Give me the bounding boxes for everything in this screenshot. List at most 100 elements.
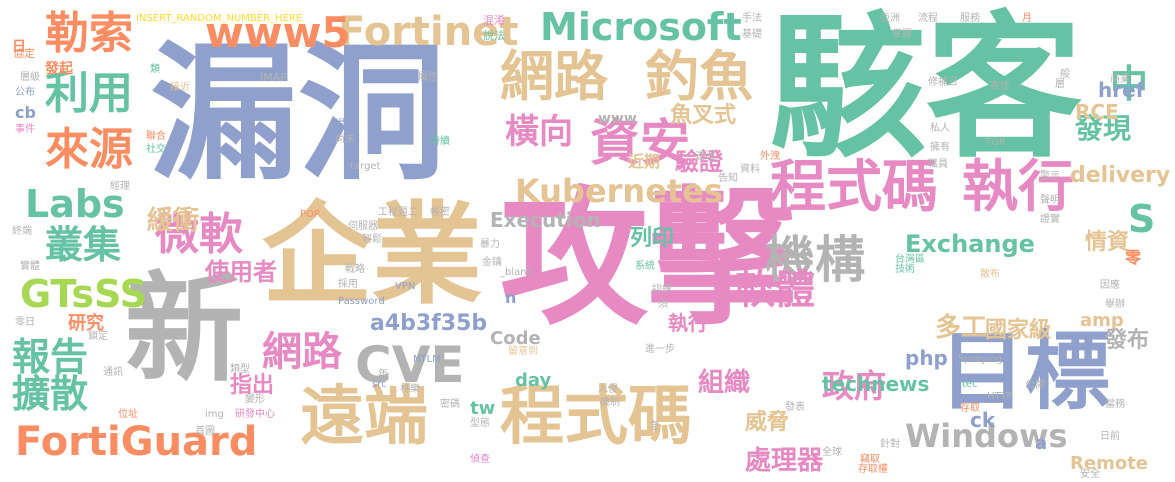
word-cloud-word: 基礎 <box>742 29 762 40</box>
word-cloud-word: 提出 <box>335 119 355 130</box>
word-cloud-word: 私人 <box>930 123 950 134</box>
word-cloud-word: 叢集 <box>45 223 122 267</box>
word-cloud-word: 執行 <box>668 311 708 335</box>
word-cloud-word: src <box>372 379 387 390</box>
word-cloud-word: 日前 <box>1100 431 1120 442</box>
word-cloud-word: 外洩 <box>760 151 780 162</box>
word-cloud-word: amp <box>1080 310 1124 331</box>
word-cloud-word: 散布 <box>980 269 1000 280</box>
word-cloud-word: 組織 <box>698 368 751 398</box>
word-cloud-word: www <box>598 111 637 127</box>
word-cloud-word: 林樂 <box>400 384 420 395</box>
word-cloud-word: NTLM <box>413 354 441 365</box>
word-cloud-word: 職員 <box>928 159 948 170</box>
word-cloud-word: 公開 <box>1025 380 1045 391</box>
word-cloud-word: 微軟 <box>155 209 243 260</box>
word-cloud-word: 針對 <box>880 439 900 450</box>
word-cloud-word: 金鑰 <box>482 257 502 268</box>
word-cloud-word: 說法 <box>483 29 505 42</box>
word-cloud-word: tec <box>962 379 978 390</box>
word-cloud-word: day <box>515 370 552 391</box>
word-cloud-word: 採用 <box>338 279 358 290</box>
word-cloud-word: 告知 <box>718 173 738 184</box>
word-cloud-word: 尚未 <box>335 134 355 145</box>
word-cloud-word: a4b3f35b <box>370 311 488 336</box>
word-cloud-word: 輕鬆 <box>362 234 382 245</box>
word-cloud-word: 目標 <box>940 323 1111 422</box>
word-cloud-word: 事件 <box>15 124 35 135</box>
word-cloud-word: 多工 <box>935 313 988 343</box>
word-cloud-word: 發起 <box>45 61 73 77</box>
word-cloud-word: href <box>1098 78 1145 102</box>
word-cloud-word: 橫向 <box>505 112 573 152</box>
word-cloud-word: 商業 <box>1110 74 1130 85</box>
word-cloud-word: 入侵 <box>598 384 618 395</box>
word-cloud-word: 勒索 <box>45 8 133 59</box>
word-cloud-word: CVE <box>355 336 465 394</box>
word-cloud-word: 近期 <box>628 152 661 171</box>
word-cloud-word: 駭客 <box>770 0 1082 179</box>
word-cloud-word: 魚叉式 <box>670 103 737 128</box>
word-cloud-word: 變形 <box>245 394 265 405</box>
word-cloud-word: 列印 <box>630 226 675 251</box>
word-cloud-word: 進一步 <box>645 344 675 355</box>
word-cloud-word: 因應 <box>1100 280 1120 291</box>
word-cloud-word: 公布 <box>15 87 35 98</box>
word-cloud-word: VPN <box>395 281 416 292</box>
word-cloud-word: Fortinet <box>338 9 519 55</box>
word-cloud-word: 混淆 <box>483 14 505 27</box>
word-cloud-word: a <box>1035 433 1048 454</box>
word-cloud-word: GTsSS <box>20 272 148 316</box>
word-cloud-word: IMAP <box>260 71 287 84</box>
word-cloud-word: 日 <box>12 39 26 55</box>
word-cloud-word: FortiGuard <box>15 419 258 465</box>
word-cloud-word: tw <box>470 398 496 419</box>
word-cloud-word: 發布 <box>1105 328 1150 353</box>
word-cloud-word: 攻擊 <box>500 173 796 345</box>
word-cloud-word: 企業 <box>262 191 482 319</box>
word-cloud-word: 零日 <box>15 317 35 328</box>
word-cloud-word: 終端 <box>12 226 32 237</box>
word-cloud-word: 鎖定 <box>88 331 108 342</box>
word-cloud-word: 台灣區 <box>895 254 925 265</box>
word-cloud-word: 工程 <box>378 207 398 218</box>
word-cloud-word: 擁有 <box>930 142 950 153</box>
word-cloud-word: 中 <box>1110 62 1149 106</box>
word-cloud-word: 亞洲 <box>880 13 900 24</box>
word-cloud-word: Remote <box>1070 453 1149 474</box>
word-cloud-word: 聲明 <box>1040 195 1060 206</box>
word-cloud-word: 軟體 <box>735 267 815 313</box>
word-cloud-word: 當務 <box>1105 399 1125 410</box>
word-cloud-word: 型態 <box>470 418 490 429</box>
word-cloud-word: 須 <box>658 299 668 310</box>
word-cloud-word: 戰略 <box>345 264 365 275</box>
word-cloud-word: 首圖 <box>195 426 215 437</box>
word-cloud-word: 透過 <box>695 151 715 162</box>
word-cloud-word: 系統 <box>635 261 655 272</box>
word-cloud-word: 指出 <box>230 373 275 398</box>
word-cloud-word: 程式碼 <box>500 380 692 454</box>
word-cloud-word: 通訊 <box>103 367 123 378</box>
word-cloud-word: 安全 <box>1080 469 1100 480</box>
word-cloud-word: 驗證 <box>675 148 723 176</box>
word-cloud-word: 協定 <box>13 47 35 60</box>
word-cloud-word: 偵查 <box>470 454 490 465</box>
word-cloud-word: img <box>205 409 224 420</box>
word-cloud-word: 類 <box>150 64 160 75</box>
word-cloud-word: 層 <box>1055 79 1065 90</box>
word-cloud-word: 存取 <box>960 403 980 414</box>
word-cloud-word: 技術 <box>895 264 915 275</box>
word-cloud-word: 服務 <box>960 13 980 24</box>
word-cloud-word: 機制 <box>600 397 620 408</box>
word-cloud-word: 掌握 <box>892 29 912 40</box>
word-cloud-word: 網路 <box>262 329 342 375</box>
word-cloud-word: 遠端 <box>300 380 428 454</box>
word-cloud-word: Code <box>490 328 541 349</box>
word-cloud-word: _blank <box>500 267 533 278</box>
word-cloud-word: 執行 <box>962 155 1074 220</box>
word-cloud-word: 聯合 <box>146 131 166 142</box>
word-cloud-word: 全球 <box>822 447 842 458</box>
word-cloud-word: 手法 <box>742 13 762 24</box>
word-cloud-word: technews <box>822 372 930 396</box>
